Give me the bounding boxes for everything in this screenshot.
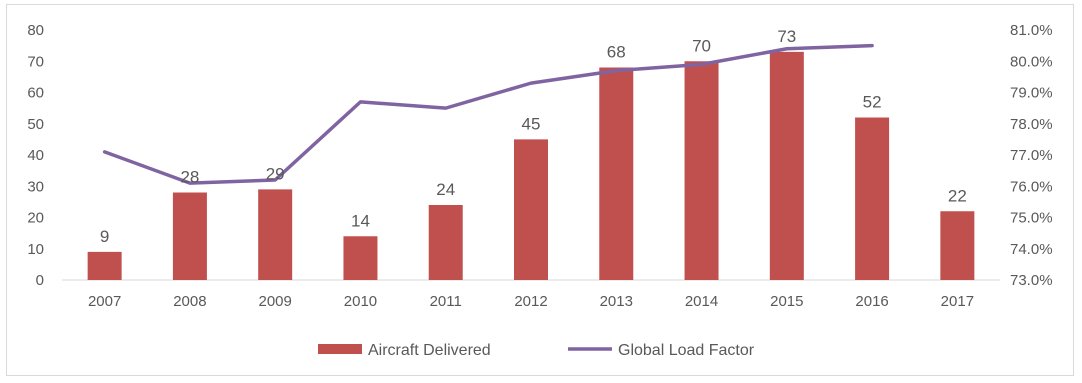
bar-data-label: 9	[100, 227, 109, 246]
x-axis-tick-label: 2014	[685, 293, 718, 310]
left-axis-tick-label: 0	[36, 272, 44, 289]
right-axis-tick-label: 81.0%	[1010, 22, 1053, 39]
bar	[172, 192, 207, 280]
left-axis-tick-label: 50	[27, 116, 44, 133]
right-axis-tick-label: 73.0%	[1010, 272, 1053, 289]
bar-data-label: 29	[266, 164, 285, 183]
legend: Aircraft Delivered Global Load Factor	[318, 342, 755, 359]
bar-data-label: 70	[692, 36, 711, 55]
bar	[599, 67, 634, 280]
left-axis-tick-label: 20	[27, 210, 44, 227]
x-axis-tick-label: 2016	[855, 293, 888, 310]
bar	[769, 51, 804, 280]
x-axis-tick-label: 2011	[430, 293, 462, 310]
legend-bar-label: Aircraft Delivered	[368, 342, 491, 359]
right-axis-tick-label: 78.0%	[1010, 116, 1053, 133]
line-series	[102, 43, 874, 185]
x-axis-tick-label: 2008	[173, 293, 206, 310]
right-axis-tick-label: 80.0%	[1010, 53, 1053, 70]
right-axis-tick-label: 75.0%	[1010, 210, 1053, 227]
bar	[855, 117, 890, 280]
x-axis-tick-label: 2009	[258, 293, 291, 310]
left-axis-tick-label: 10	[27, 241, 44, 258]
left-axis-tick-label: 80	[27, 22, 44, 39]
x-axis-tick-label: 2017	[941, 293, 974, 310]
bar	[258, 189, 293, 280]
x-axis-tick-label: 2007	[88, 293, 121, 310]
right-axis: 73.0% 74.0% 75.0% 76.0% 77.0% 78.0% 79.0% 80.0%…	[1010, 22, 1053, 289]
x-axis-tick-label: 2013	[600, 293, 633, 310]
bar	[940, 211, 975, 280]
bar-data-label: 73	[777, 27, 796, 46]
x-axis-tick-label: 2015	[770, 293, 803, 310]
bar-series	[87, 51, 975, 280]
right-axis-tick-label: 76.0%	[1010, 178, 1053, 195]
left-axis-tick-label: 40	[27, 147, 44, 164]
bar-data-label: 14	[351, 211, 370, 230]
x-axis-tick-label: 2010	[344, 293, 377, 310]
legend-bar-swatch	[318, 344, 362, 354]
x-axis-tick-label: 2012	[514, 293, 547, 310]
right-axis-tick-label: 77.0%	[1010, 147, 1053, 164]
bar-data-label: 68	[607, 43, 626, 62]
bar-data-label: 52	[863, 93, 882, 112]
right-axis-tick-label: 74.0%	[1010, 241, 1053, 258]
right-axis-tick-label: 79.0%	[1010, 85, 1053, 102]
x-axis-labels: 2007 2008 2009 2010 2011 2012 2013 2014 2015 2016…	[88, 293, 974, 310]
bar	[428, 205, 463, 280]
bar	[343, 236, 378, 280]
bar-data-label: 24	[436, 180, 455, 199]
legend-line-label: Global Load Factor	[618, 342, 755, 359]
bar-data-labels: 9 28 29 14 24 45 68 70 73 52 22	[100, 27, 967, 246]
left-axis-tick-label: 30	[27, 178, 44, 195]
bar-data-label: 45	[522, 114, 541, 133]
bar-data-label: 28	[180, 168, 199, 187]
bar	[514, 139, 548, 280]
bar-data-label: 22	[948, 186, 967, 205]
bar	[87, 251, 122, 280]
bar	[684, 61, 719, 280]
left-axis-tick-label: 60	[27, 85, 44, 102]
line-path	[102, 43, 874, 185]
left-axis: 0 10 20 30 40 50 60 70 80	[27, 22, 44, 289]
left-axis-tick-label: 70	[27, 53, 44, 70]
